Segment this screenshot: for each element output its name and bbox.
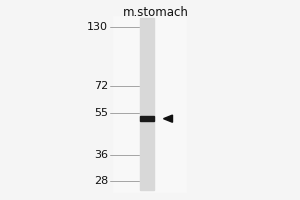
Text: 55: 55: [94, 108, 108, 118]
Text: 130: 130: [87, 22, 108, 32]
Text: m.stomach: m.stomach: [123, 5, 189, 19]
Bar: [140, 116, 154, 121]
Bar: [112, 16, 186, 192]
Polygon shape: [164, 115, 172, 122]
Bar: [140, 18, 154, 190]
Text: 36: 36: [94, 150, 108, 160]
Text: 72: 72: [94, 81, 108, 91]
Text: 28: 28: [94, 176, 108, 186]
